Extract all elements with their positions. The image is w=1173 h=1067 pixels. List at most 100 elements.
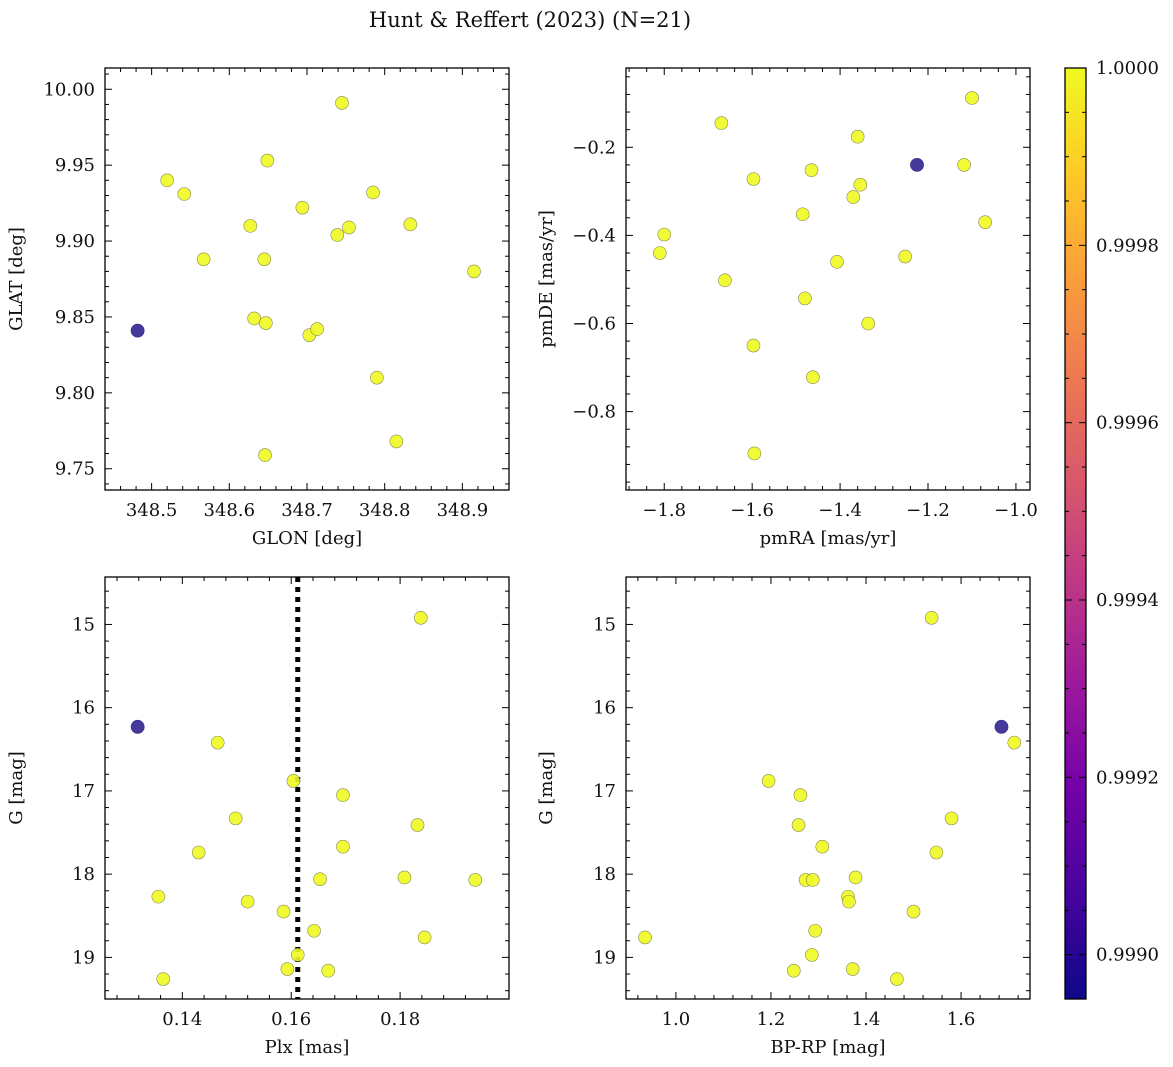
member-point — [286, 774, 301, 788]
colorbar-tick-label: 0.9992 — [1096, 767, 1159, 788]
colorbar-tick-label: 0.9998 — [1096, 235, 1159, 256]
member-point — [177, 187, 192, 201]
member-point — [978, 215, 992, 229]
member-point — [846, 190, 861, 204]
member-point — [467, 264, 481, 279]
y-axis-label: GLAT [deg] — [6, 227, 27, 331]
member-point — [313, 872, 327, 886]
y-tick-label: −0.2 — [572, 137, 616, 158]
member-point — [848, 870, 863, 885]
scatter-points — [638, 610, 1022, 986]
y-tick-label: 9.80 — [55, 383, 95, 404]
x-tick-label: 348.5 — [126, 500, 178, 521]
member-point — [714, 116, 729, 130]
colorbar-gradient — [1065, 68, 1086, 999]
axis-ticks — [626, 68, 1030, 490]
member-point — [280, 962, 295, 976]
x-tick-label: 1.0 — [662, 1009, 691, 1030]
y-tick-label: −0.6 — [572, 313, 616, 334]
member-point — [336, 788, 350, 802]
member-point — [295, 200, 310, 215]
member-point — [366, 185, 380, 200]
member-point — [258, 448, 272, 462]
member-point — [761, 774, 776, 788]
axis-ticks — [105, 577, 510, 999]
axes-frame — [104, 576, 510, 1000]
member-point — [290, 948, 305, 962]
member-point — [228, 811, 243, 826]
member-point — [310, 322, 324, 336]
member-point — [965, 91, 979, 105]
member-point — [795, 207, 810, 222]
colorbar-frame — [1064, 67, 1087, 1000]
member-point — [842, 894, 856, 909]
member-point — [898, 249, 912, 264]
member-point — [259, 316, 273, 330]
member-point — [805, 948, 819, 962]
axis-ticks — [626, 577, 1030, 999]
member-point — [746, 338, 761, 353]
outlier-point — [130, 323, 145, 338]
axis-ticks — [104, 68, 510, 490]
x-tick-label: 348.7 — [281, 500, 333, 521]
y-tick-label: 9.85 — [55, 307, 95, 328]
x-tick-label: 1.4 — [852, 1009, 881, 1030]
colorbar-tick-label: 0.9996 — [1096, 413, 1159, 434]
y-tick-label: 18 — [72, 864, 95, 885]
x-tick-label: 0.18 — [380, 1009, 420, 1030]
member-point — [335, 96, 349, 110]
y-axis-label: G [mag] — [536, 751, 557, 824]
panel-pmra-pmde: −1.8 −1.6 −1.4 −1.2 −1.0 −0.8 −0.6 −0.4 −0.2 pmRA… — [536, 67, 1038, 549]
member-point — [850, 129, 865, 144]
member-point — [853, 177, 868, 192]
x-tick-label: 1.6 — [947, 1009, 976, 1030]
member-point — [747, 446, 762, 461]
scatter-points — [130, 610, 483, 986]
y-tick-label: 15 — [72, 614, 95, 635]
axes-frame — [625, 67, 1031, 491]
member-point — [793, 788, 808, 802]
x-tick-label: 0.14 — [162, 1009, 202, 1030]
member-point — [156, 972, 171, 986]
panel-plx-g: 0.14 0.16 0.18 15 16 17 18 19 Plx [mas] G [mag] — [6, 576, 510, 1058]
member-point — [845, 962, 860, 976]
y-tick-label: 18 — [593, 864, 616, 885]
member-point — [151, 889, 166, 904]
member-point — [417, 930, 432, 945]
x-tick-label: −1.0 — [994, 500, 1038, 521]
member-point — [653, 246, 667, 260]
member-point — [389, 434, 404, 449]
panel-glon-glat: 348.5 348.6 348.7 348.8 348.9 9.75 9.80 9.85 9.9… — [6, 67, 510, 549]
member-point — [247, 311, 261, 326]
colorbar: 1.0000 0.9998 0.9996 0.9994 0.9992 0.9990 — [1064, 58, 1159, 1000]
member-point — [243, 219, 258, 233]
member-point — [410, 818, 425, 832]
member-point — [321, 963, 336, 978]
colorbar-tick-label: 0.9990 — [1096, 945, 1159, 966]
y-axis-label: G [mag] — [6, 751, 27, 824]
y-tick-label: −0.4 — [572, 225, 616, 246]
member-point — [342, 220, 356, 235]
member-point — [468, 873, 483, 887]
member-point — [240, 894, 255, 909]
member-point — [257, 252, 272, 267]
y-tick-label: 19 — [593, 947, 616, 968]
y-tick-label: 9.90 — [55, 231, 95, 252]
member-point — [791, 818, 806, 832]
member-point — [1007, 735, 1022, 750]
x-tick-label: −1.4 — [818, 500, 862, 521]
member-point — [210, 735, 225, 750]
member-point — [330, 228, 345, 242]
member-point — [890, 972, 904, 986]
member-point — [160, 173, 174, 188]
y-tick-label: 15 — [593, 614, 616, 635]
x-tick-label: 348.9 — [437, 500, 489, 521]
y-tick-label: 9.75 — [55, 459, 95, 480]
axes-frame — [625, 576, 1031, 1000]
member-point — [191, 845, 206, 860]
y-tick-label: 17 — [593, 781, 616, 802]
x-tick-label: 348.6 — [204, 500, 256, 521]
member-point — [746, 172, 761, 186]
y-tick-label: 16 — [72, 698, 95, 719]
y-tick-label: 9.95 — [55, 155, 95, 176]
